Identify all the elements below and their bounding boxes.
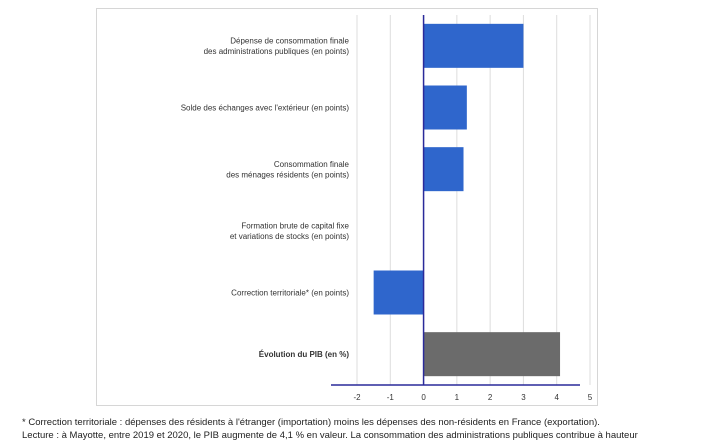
footnote: * Correction territoriale : dépenses des… (22, 416, 702, 442)
x-tick-label-0: -2 (353, 393, 361, 402)
chart-frame: Dépense de consommation finale des admini… (96, 8, 598, 406)
category-label-4: Correction territoriale* (en points) (231, 289, 349, 298)
bar-0 (423, 23, 524, 68)
category-label-3: Formation brute de capital fixe et variat… (230, 222, 350, 242)
footnote-correction: * Correction territoriale : dépenses des… (22, 417, 600, 428)
category-label-5: Évolution du PIB (en %) (259, 350, 350, 359)
bar-2 (423, 147, 464, 192)
bar-chart: Dépense de consommation finale des admini… (181, 15, 593, 402)
x-tick-label-3: 1 (455, 393, 460, 402)
x-tick-label-5: 3 (521, 393, 526, 402)
x-tick-label-4: 2 (488, 393, 493, 402)
bar-5 (423, 332, 561, 377)
category-label-2: Consommation finale des ménages résidents… (226, 160, 349, 180)
category-label-0: Dépense de consommation finale des admini… (204, 37, 350, 57)
x-tick-label-7: 5 (588, 393, 593, 402)
x-tick-label-1: -1 (387, 393, 395, 402)
bar-1 (423, 85, 467, 130)
x-tick-label-2: 0 (421, 393, 426, 402)
bar-4 (373, 270, 424, 315)
category-label-1: Solde des échanges avec l'extérieur (en … (181, 104, 350, 113)
footnote-reading: Lecture : à Mayotte, entre 2019 et 2020,… (22, 430, 638, 441)
x-tick-label-6: 4 (554, 393, 559, 402)
